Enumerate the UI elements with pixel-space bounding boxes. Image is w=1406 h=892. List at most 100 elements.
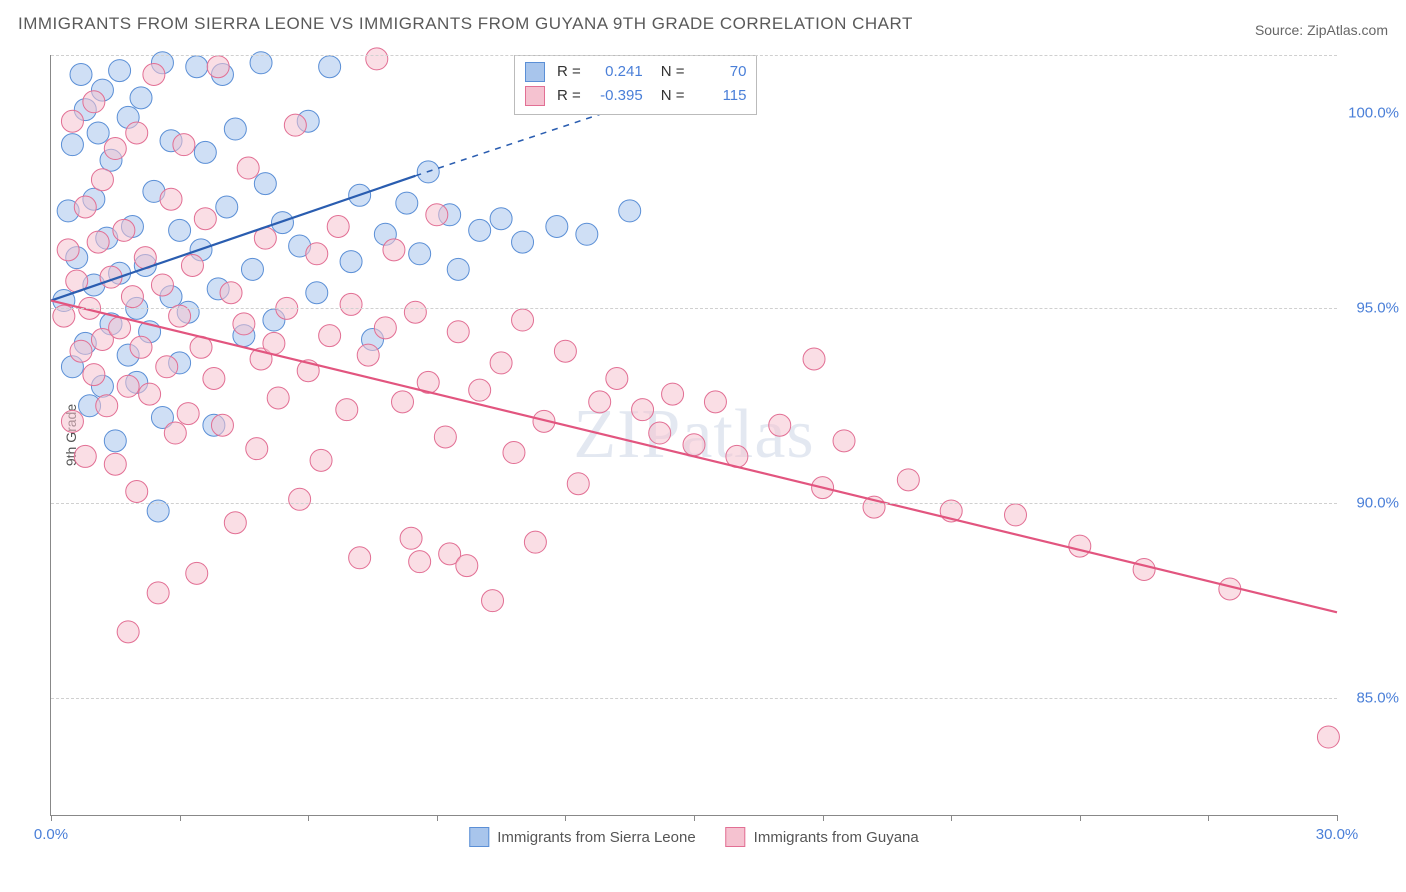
data-point <box>96 395 118 417</box>
data-point <box>327 215 349 237</box>
data-point <box>186 562 208 584</box>
data-point <box>61 134 83 156</box>
data-point <box>156 356 178 378</box>
data-point <box>87 231 109 253</box>
data-point <box>151 274 173 296</box>
legend-label: Immigrants from Guyana <box>754 829 919 846</box>
data-point <box>57 239 79 261</box>
data-point <box>649 422 671 444</box>
chart-plot-area: 9th Grade ZIPatlas R =0.241N =70R =-0.39… <box>50 55 1337 816</box>
data-point <box>164 422 186 444</box>
data-point <box>254 173 276 195</box>
data-point <box>546 215 568 237</box>
data-point <box>130 336 152 358</box>
data-point <box>147 582 169 604</box>
data-point <box>70 63 92 85</box>
data-point <box>482 590 504 612</box>
data-point <box>186 56 208 78</box>
data-point <box>366 48 388 70</box>
x-tick <box>694 815 695 821</box>
data-point <box>284 114 306 136</box>
gridline <box>51 55 1337 56</box>
data-point <box>683 434 705 456</box>
legend-swatch <box>525 86 545 106</box>
data-point <box>512 231 534 253</box>
data-point <box>567 473 589 495</box>
data-point <box>1005 504 1027 526</box>
legend-r-label: R = <box>557 60 581 84</box>
data-point <box>263 332 285 354</box>
legend-row: R =-0.395N =115 <box>525 84 747 108</box>
y-tick-label: 100.0% <box>1348 105 1399 122</box>
legend-r-value: -0.395 <box>589 84 643 108</box>
x-tick <box>1080 815 1081 821</box>
data-point <box>169 219 191 241</box>
data-point <box>216 196 238 218</box>
data-point <box>662 383 684 405</box>
x-tick <box>1208 815 1209 821</box>
data-point <box>400 527 422 549</box>
gridline <box>51 698 1337 699</box>
data-point <box>126 122 148 144</box>
x-tick <box>51 815 52 821</box>
data-point <box>897 469 919 491</box>
data-point <box>113 219 135 241</box>
data-point <box>340 293 362 315</box>
x-tick <box>565 815 566 821</box>
data-point <box>310 449 332 471</box>
data-point <box>469 379 491 401</box>
data-point <box>74 196 96 218</box>
data-point <box>589 391 611 413</box>
data-point <box>554 340 576 362</box>
data-point <box>340 251 362 273</box>
data-point <box>306 243 328 265</box>
data-point <box>237 157 259 179</box>
data-point <box>220 282 242 304</box>
data-point <box>404 301 426 323</box>
data-point <box>271 212 293 234</box>
data-point <box>306 282 328 304</box>
data-point <box>70 340 92 362</box>
data-point <box>409 551 431 573</box>
data-point <box>117 375 139 397</box>
data-point <box>447 321 469 343</box>
data-point <box>267 387 289 409</box>
x-tick <box>1337 815 1338 821</box>
series-legend: Immigrants from Sierra LeoneImmigrants f… <box>469 827 918 847</box>
data-point <box>619 200 641 222</box>
legend-n-value: 115 <box>692 84 746 108</box>
source-attribution: Source: ZipAtlas.com <box>1255 22 1388 38</box>
legend-r-value: 0.241 <box>589 60 643 84</box>
x-tick-label: 30.0% <box>1316 826 1359 843</box>
data-point <box>426 204 448 226</box>
data-point <box>576 223 598 245</box>
data-point <box>503 442 525 464</box>
data-point <box>104 138 126 160</box>
data-point <box>246 438 268 460</box>
data-point <box>490 352 512 374</box>
data-point <box>469 219 491 241</box>
x-tick <box>437 815 438 821</box>
data-point <box>74 445 96 467</box>
data-point <box>83 364 105 386</box>
x-tick <box>951 815 952 821</box>
data-point <box>447 258 469 280</box>
data-point <box>1317 726 1339 748</box>
data-point <box>117 621 139 643</box>
legend-swatch <box>525 62 545 82</box>
data-point <box>181 254 203 276</box>
legend-swatch <box>469 827 489 847</box>
x-tick-label: 0.0% <box>34 826 68 843</box>
data-point <box>1069 535 1091 557</box>
data-point <box>173 134 195 156</box>
data-point <box>1133 558 1155 580</box>
data-point <box>456 555 478 577</box>
data-point <box>91 169 113 191</box>
data-point <box>61 110 83 132</box>
data-point <box>704 391 726 413</box>
data-point <box>203 367 225 389</box>
data-point <box>87 122 109 144</box>
trend-line <box>51 301 1337 613</box>
data-point <box>130 87 152 109</box>
data-point <box>241 258 263 280</box>
